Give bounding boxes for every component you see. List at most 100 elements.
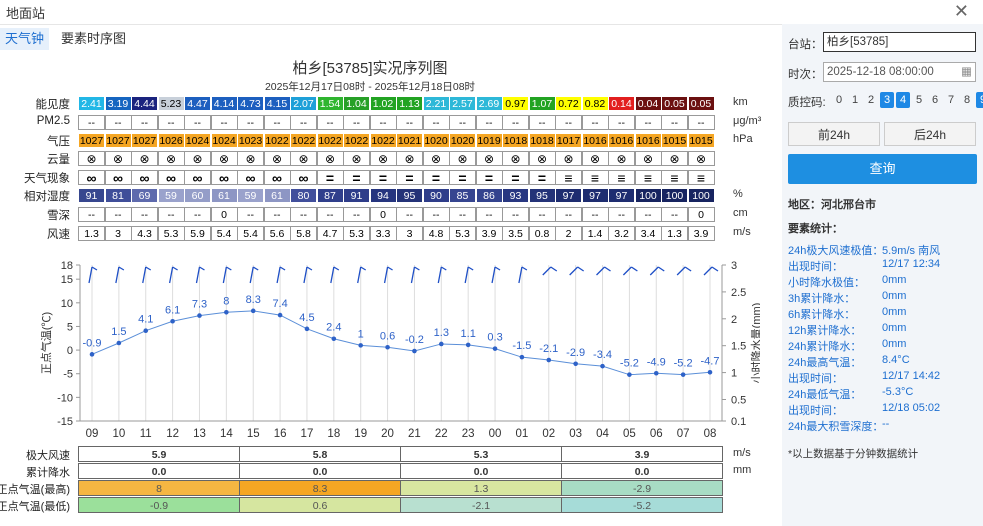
- grid-cell: 1022: [369, 133, 397, 148]
- close-icon[interactable]: ✕: [953, 1, 969, 21]
- qc-code-toggle[interactable]: 2: [867, 94, 875, 106]
- summary-cell: 0.0: [78, 463, 240, 479]
- grid-cell: ⊗: [528, 151, 556, 166]
- grid-cell: 1020: [449, 133, 476, 148]
- grid-cell: ∞: [78, 170, 105, 186]
- grid-cell: 1024: [184, 133, 211, 148]
- temperature-data-label: -1.5: [512, 340, 531, 352]
- grid-cell: --: [555, 115, 582, 130]
- sidebar: 台站： 柏乡[53785] 时次： 2025-12-18 08:00:00 ▦ …: [782, 24, 983, 526]
- grid-cell: --: [184, 207, 211, 222]
- grid-cell: 5.4: [237, 226, 264, 241]
- grid-cell: ∞: [210, 170, 238, 186]
- grid-cell: --: [502, 207, 529, 222]
- qc-code-toggle[interactable]: 4: [896, 92, 910, 108]
- grid-cell: 3.3: [369, 226, 397, 241]
- grid-cell: 4.15: [263, 96, 291, 111]
- grid-cell: ⊗: [316, 151, 344, 166]
- temperature-point: [492, 346, 498, 351]
- stat-label: 出现时间：: [788, 261, 843, 273]
- temperature-point: [653, 370, 659, 376]
- grid-cell: 3.19: [104, 96, 132, 111]
- x-tick-label: 18: [327, 428, 340, 440]
- grid-cell: 100: [634, 188, 662, 203]
- temperature-data-label: 7.3: [192, 299, 207, 311]
- temperature-point: [385, 344, 390, 350]
- temperature-point: [277, 312, 283, 318]
- summary-cell: -2.1: [400, 497, 562, 513]
- wind-barb-icon: [249, 266, 259, 284]
- grid-cell: ⊗: [210, 151, 238, 166]
- grid-cell: ⊗: [475, 151, 503, 166]
- grid-cell: --: [104, 207, 132, 222]
- grid-cell: 1026: [157, 133, 185, 148]
- temperature-data-label: 1: [358, 328, 364, 340]
- temperature-data-label: -2.9: [566, 347, 585, 359]
- qc-code-toggle[interactable]: 1: [851, 94, 859, 106]
- qc-code-toggle[interactable]: 5: [915, 94, 923, 106]
- grid-cell: ≡: [555, 170, 582, 186]
- grid-cell: 0.72: [555, 96, 582, 111]
- qc-code-toggle[interactable]: 0: [835, 94, 843, 106]
- row-label: 风速: [47, 229, 70, 241]
- grid-cell: =: [369, 170, 397, 186]
- qc-code-toggle[interactable]: 7: [947, 94, 955, 106]
- next-24h-button[interactable]: 后24h: [884, 122, 976, 146]
- y-right-tick-label: 2: [731, 314, 737, 326]
- summary-cell: 5.8: [239, 446, 401, 462]
- chart-subtitle: 2025年12月17日08时 - 2025年12月18日08时: [264, 81, 476, 93]
- temperature-point: [224, 309, 229, 315]
- grid-cell: ⊗: [634, 151, 662, 166]
- temperature-data-label: 4.1: [138, 314, 153, 326]
- stat-label: 6h累计降水：: [788, 309, 856, 321]
- qc-code-toggle[interactable]: 8: [963, 94, 971, 106]
- tab-element-timeseries[interactable]: 要素时序图: [61, 31, 127, 46]
- grid-cell: 95: [528, 188, 556, 203]
- grid-cell: =: [528, 170, 556, 186]
- y-axis-title: 正点气温(℃): [39, 312, 53, 374]
- temperature-data-label: -2.1: [539, 343, 558, 355]
- grid-cell: ≡: [687, 170, 715, 186]
- query-button[interactable]: 查询: [788, 154, 977, 184]
- grid-cell: ⊗: [661, 151, 688, 166]
- summary-cell: 0.0: [400, 463, 562, 479]
- grid-cell: 5.6: [263, 226, 291, 241]
- grid-cell: 0: [210, 207, 238, 222]
- qc-code-toggle[interactable]: 3: [880, 92, 894, 108]
- wind-barb-icon: [195, 266, 205, 284]
- grid-cell: --: [237, 115, 264, 130]
- grid-cell: 5.9: [184, 226, 211, 241]
- wind-barb-icon: [276, 266, 286, 284]
- temperature-data-label: -4.9: [647, 356, 666, 368]
- stat-value: 0mm: [882, 322, 907, 334]
- y-tick-label: 0: [67, 345, 73, 357]
- x-tick-label: 10: [112, 428, 125, 440]
- grid-cell: --: [78, 207, 105, 222]
- time-input[interactable]: 2025-12-18 08:00:00 ▦: [823, 62, 976, 82]
- grid-cell: ∞: [157, 170, 185, 186]
- stat-value: 5.9m/s 南风: [882, 245, 941, 257]
- prev-24h-button[interactable]: 前24h: [788, 122, 880, 146]
- grid-cell: 59: [157, 188, 185, 203]
- station-input[interactable]: 柏乡[53785]: [823, 32, 976, 52]
- qc-code-toggle[interactable]: 6: [931, 94, 939, 106]
- row-label: PM2.5: [36, 115, 70, 127]
- grid-cell: --: [184, 115, 211, 130]
- qc-code-toggle[interactable]: 9: [976, 92, 983, 108]
- summary-cell: -5.2: [561, 497, 723, 513]
- grid-cell: 87: [316, 188, 344, 203]
- calendar-icon[interactable]: ▦: [961, 66, 972, 78]
- wind-barb-icon: [222, 266, 232, 284]
- grid-cell: --: [687, 115, 715, 130]
- row-unit: %: [733, 188, 743, 200]
- x-tick-label: 20: [381, 428, 394, 440]
- grid-cell: --: [290, 115, 317, 130]
- temperature-point: [412, 348, 417, 354]
- stat-value: 0mm: [882, 290, 907, 302]
- grid-cell: ∞: [131, 170, 158, 186]
- y-tick-label: -15: [57, 416, 73, 428]
- grid-cell: 69: [131, 188, 158, 203]
- grid-cell: ⊗: [78, 151, 105, 166]
- temperature-data-label: 0.3: [487, 332, 502, 344]
- tab-weather-clock[interactable]: 天气钟: [0, 28, 50, 50]
